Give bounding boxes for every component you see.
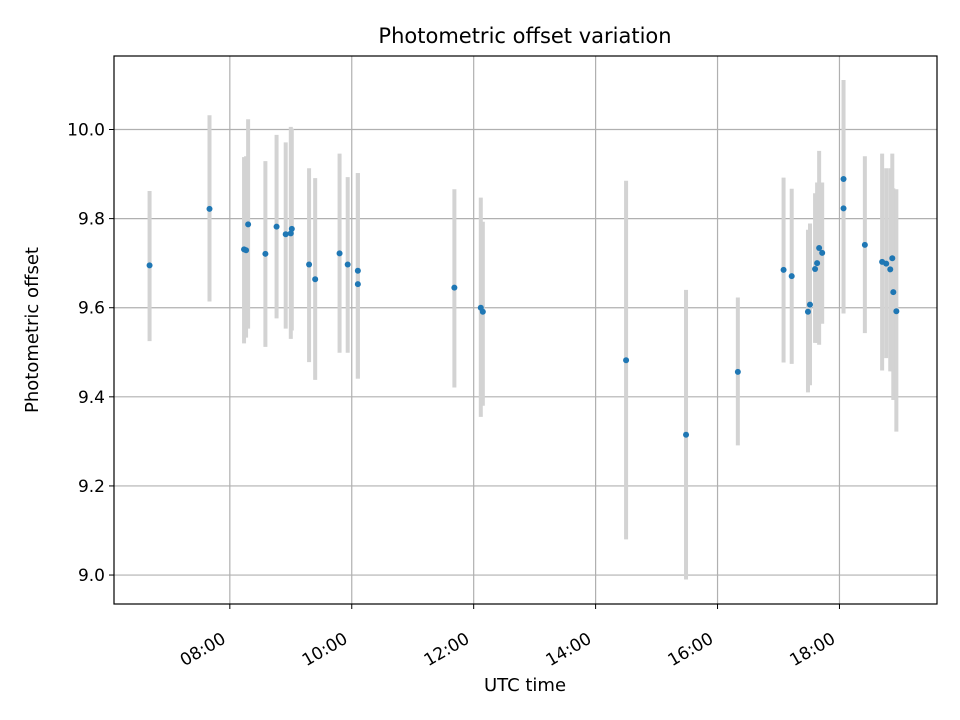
data-point xyxy=(816,245,823,252)
data-point xyxy=(206,205,213,212)
chart-title: Photometric offset variation xyxy=(378,24,671,48)
data-point xyxy=(146,262,153,269)
data-point xyxy=(788,273,795,280)
data-point xyxy=(312,276,319,283)
data-point xyxy=(354,267,361,274)
data-point xyxy=(245,221,252,228)
data-point xyxy=(734,368,741,375)
data-point xyxy=(840,175,847,182)
data-point xyxy=(861,241,868,248)
data-point xyxy=(812,265,819,272)
data-point xyxy=(890,289,897,296)
data-point xyxy=(479,308,486,315)
data-point xyxy=(623,357,630,364)
y-tick-label: 9.6 xyxy=(78,299,105,319)
data-point xyxy=(683,431,690,438)
y-tick-label: 9.4 xyxy=(78,388,105,408)
plot-frame xyxy=(113,55,938,605)
data-point xyxy=(819,249,826,256)
data-point xyxy=(451,284,458,291)
data-point xyxy=(262,250,269,257)
data-point xyxy=(889,255,896,262)
data-point xyxy=(336,250,343,257)
data-point xyxy=(344,261,351,268)
x-axis-label: UTC time xyxy=(484,675,566,696)
point-layer xyxy=(146,175,900,438)
data-point xyxy=(288,225,295,232)
grid-layer xyxy=(114,56,937,604)
y-tick-label: 9.0 xyxy=(78,566,105,586)
data-point xyxy=(354,281,361,288)
data-point xyxy=(780,266,787,273)
data-point xyxy=(883,260,890,267)
data-point xyxy=(306,261,313,268)
data-point xyxy=(893,308,900,315)
data-point xyxy=(282,231,289,238)
data-point xyxy=(273,223,280,230)
data-point xyxy=(840,205,847,212)
y-tick-label: 9.8 xyxy=(78,210,105,230)
data-point xyxy=(806,301,813,308)
data-point xyxy=(804,308,811,315)
y-tick-label: 10.0 xyxy=(67,121,105,141)
data-point xyxy=(887,266,894,273)
data-point xyxy=(814,260,821,267)
data-point xyxy=(243,247,250,254)
y-tick-label: 9.2 xyxy=(78,477,105,497)
y-axis-label: Photometric offset xyxy=(22,247,43,413)
